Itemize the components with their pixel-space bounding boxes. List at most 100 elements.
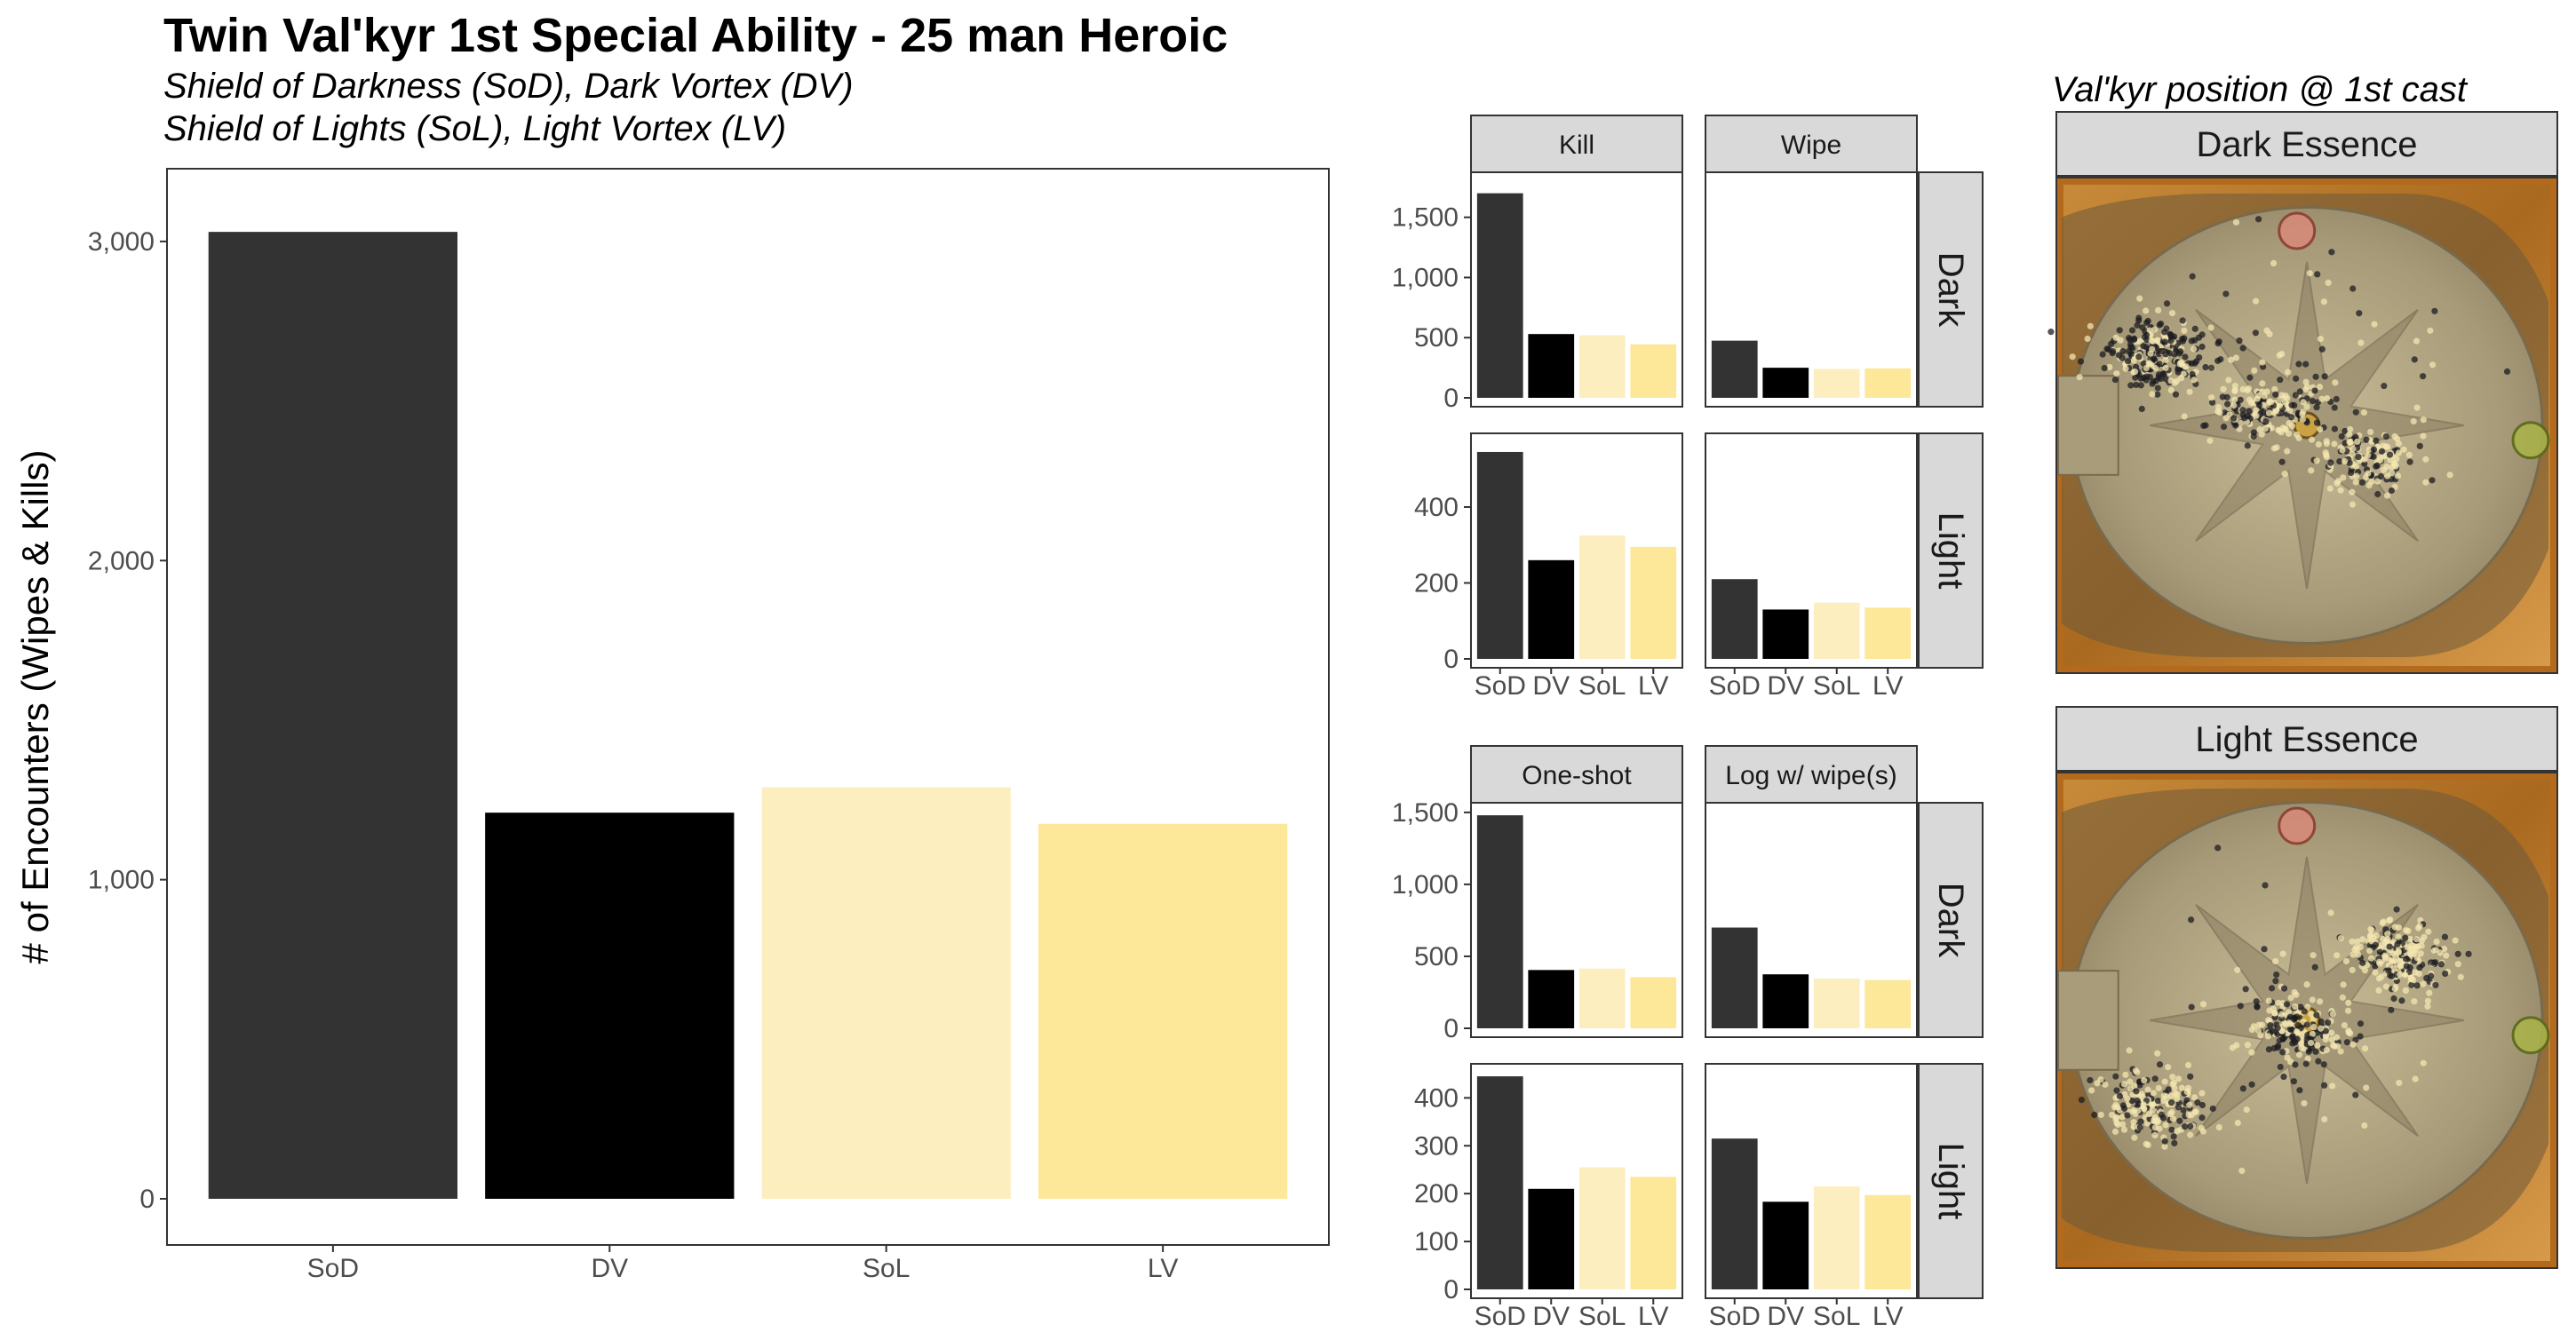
facet-bar-kill-dark-sod [1476,193,1523,398]
main-xtick-label-sol: SoL [863,1254,910,1283]
facet-strip-row-dark [1918,171,1984,408]
facet-bar-kill-light-lv [1630,546,1677,659]
facet-ytick-label-dark-1000: 1,000 [1392,870,1459,900]
facet-strip-row-label-light: Light [1931,1143,1970,1220]
arena-portal-top [2278,211,2317,250]
facet-bar-log-w-wipe-s-dark-sol [1813,979,1860,1028]
facet-strip-col-one-shot [1470,745,1683,804]
facet-ytick-label-light-0: 0 [1443,1275,1459,1304]
facet-bar-one-shot-light-dv [1528,1188,1575,1289]
facet-xtick-label-kill-lv: LV [1638,671,1668,701]
facet-xtick-label-log-w-wipe-s-dv: DV [1767,1302,1804,1331]
facet-xtick-label-wipe-sol: SoL [1813,671,1860,701]
facet-bar-log-w-wipe-s-light-dv [1762,1201,1809,1289]
facet-ytick-label-light-400: 400 [1414,493,1459,522]
facet-bar-log-w-wipe-s-light-sol [1813,1186,1860,1289]
main-xtick-label-sod: SoD [307,1254,359,1283]
facet-ytick-label-dark-0: 0 [1443,384,1459,413]
facet-bar-kill-dark-dv [1528,334,1575,398]
facet-bar-wipe-light-lv [1864,607,1912,659]
facet-strip-col-wipe [1705,115,1918,173]
facet-bar-kill-dark-sol [1578,335,1626,398]
facet-xtick-label-one-shot-lv: LV [1638,1302,1668,1331]
facet-ytick-label-light-100: 100 [1414,1227,1459,1257]
facet-panel-one-shot-light [1470,1063,1683,1299]
facet-strip-row-label-dark: Dark [1931,883,1970,958]
facet-ytick-label-dark-1000: 1,000 [1392,263,1459,292]
arena-position-dots [2047,216,2511,508]
facet-xtick-label-wipe-lv: LV [1872,671,1903,701]
facet-xtick-label-log-w-wipe-s-sod: SoD [1709,1302,1761,1331]
facet-xtick-label-one-shot-sol: SoL [1578,1302,1626,1331]
facet-bar-wipe-dark-sol [1813,369,1860,398]
main-ytick-label-1000: 1,000 [88,866,155,895]
main-bar-lv [1038,823,1288,1199]
arena-entrance [2057,970,2119,1071]
facet-panel-wipe-dark [1705,171,1918,408]
facet-chart-kill-wipe: Kill Wipe Dark 0 500 1,000 1,500 Light 0 200 400 So… [1392,115,1984,701]
facet-bar-log-w-wipe-s-dark-dv [1762,974,1809,1028]
facet-chart-oneshot-logwipe: One-shot Log w/ wipe(s) Dark 0 500 1,000 1,500… [1392,745,1984,1331]
main-y-axis-title: # of Encounters (Wipes & Kills) [14,450,56,964]
facet-strip-col-label-one-shot: One-shot [1522,761,1632,790]
facet-xtick-label-log-w-wipe-s-sol: SoL [1813,1302,1860,1331]
facet-bar-kill-light-dv [1528,559,1575,659]
facet-bar-kill-light-sod [1476,451,1523,659]
facet-bar-kill-dark-lv [1630,344,1677,398]
main-bar-dv [485,813,735,1199]
facet-bar-one-shot-light-sod [1476,1076,1523,1289]
facet-bar-one-shot-dark-sol [1578,968,1626,1028]
map-strip-light-label: Light Essence [2195,720,2418,759]
map-strip-light [2055,706,2558,772]
facet-bar-log-w-wipe-s-light-sod [1711,1138,1758,1289]
facet-xtick-label-kill-sod: SoD [1475,671,1526,701]
facet-panel-wipe-light [1705,432,1918,669]
facet-strip-row-light [1918,432,1984,669]
main-ytick-label-3000: 3,000 [88,227,155,257]
map-panel-dark: Dark Essence [2047,111,2558,674]
arena-map-light-image [2055,772,2558,1269]
facet-bar-log-w-wipe-s-dark-sod [1711,927,1758,1028]
facet-bar-one-shot-light-sol [1578,1167,1626,1289]
facet-bar-wipe-light-sod [1711,579,1758,659]
facet-panel-log-w-wipe-s-light [1705,1063,1918,1299]
facet-bar-one-shot-dark-lv [1630,977,1677,1028]
facet-xtick-label-wipe-sod: SoD [1709,671,1761,701]
facet-panel-one-shot-dark [1470,802,1683,1038]
facet-bar-kill-light-sol [1578,535,1626,659]
main-ytick-label-0: 0 [139,1185,155,1214]
facet-ytick-label-light-200: 200 [1414,568,1459,598]
map-strip-dark [2055,111,2558,177]
facet-xtick-label-one-shot-sod: SoD [1475,1302,1526,1331]
facet-strip-col-label-wipe: Wipe [1781,131,1841,160]
figure-subtitle-line2: Shield of Lights (SoL), Light Vortex (LV… [163,109,786,148]
facet-panel-log-w-wipe-s-dark [1705,802,1918,1038]
main-bar-sol [761,787,1011,1199]
facet-strip-row-dark [1918,802,1984,1038]
facet-bar-wipe-dark-lv [1864,368,1912,398]
facet-ytick-label-light-0: 0 [1443,645,1459,674]
maps-title: Val'kyr position @ 1st cast [2052,70,2469,109]
arena-portal-top [2278,806,2317,845]
facet-bar-one-shot-light-lv [1630,1177,1677,1289]
facet-ytick-label-dark-500: 500 [1414,323,1459,353]
facet-xtick-label-kill-dv: DV [1532,671,1570,701]
map-panel-light: Light Essence [2055,706,2558,1269]
facet-ytick-label-light-400: 400 [1414,1083,1459,1113]
facet-bar-log-w-wipe-s-light-lv [1864,1194,1912,1289]
facet-ytick-label-dark-1500: 1,500 [1392,203,1459,233]
main-xtick-label-lv: LV [1148,1254,1178,1283]
facet-strip-row-light [1918,1063,1984,1299]
facet-panel-kill-dark [1470,171,1683,408]
main-xtick-label-dv: DV [591,1254,628,1283]
facet-xtick-label-kill-sol: SoL [1578,671,1626,701]
facet-xtick-label-log-w-wipe-s-lv: LV [1872,1302,1903,1331]
main-bar-chart: SoD DV SoL LV 0 1,000 2,000 3,000 # of Encounter… [14,168,1330,1283]
arena-map-dark-image [2047,177,2558,674]
facet-bar-wipe-light-sol [1813,602,1860,659]
figure-title: Twin Val'kyr 1st Special Ability - 25 ma… [163,9,1228,62]
facet-ytick-label-light-300: 300 [1414,1131,1459,1161]
facet-strip-col-label-kill: Kill [1559,131,1594,160]
facet-xtick-label-wipe-dv: DV [1767,671,1804,701]
